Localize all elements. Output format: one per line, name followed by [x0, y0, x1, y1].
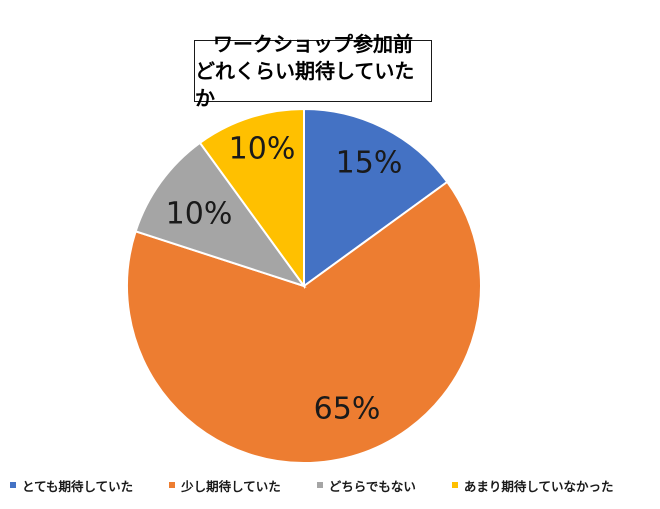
chart-title-line-1: ワークショップ参加前 — [213, 31, 413, 56]
slice-label: 10% — [229, 132, 296, 167]
legend-swatch — [451, 482, 458, 488]
legend-swatch — [316, 482, 323, 488]
slice-label: 15% — [336, 146, 403, 181]
chart-title: ワークショップ参加前 どれくらい期待していたか — [194, 32, 432, 110]
legend-swatch — [10, 482, 16, 488]
legend: とても期待していた 少し期待していた どちらでもない あまり期待していなかった — [10, 470, 655, 500]
legend-label: とても期待していた — [22, 478, 134, 494]
legend-item: どちらでもない — [316, 476, 416, 495]
pie-slice — [198, 107, 305, 290]
legend-item: 少し期待していた — [169, 476, 281, 495]
legend-item: あまり期待していなかった — [451, 476, 614, 495]
slice-label: 10% — [166, 197, 233, 232]
pie-slice — [134, 141, 307, 288]
legend-label: どちらでもない — [328, 478, 416, 494]
legend-swatch — [169, 482, 176, 488]
pie-slice — [126, 180, 482, 464]
legend-item: とても期待していた — [10, 476, 133, 495]
legend-label: 少し期待していた — [181, 478, 281, 494]
chart-title-line-2: どれくらい期待していたか — [195, 58, 415, 110]
legend-label: あまり期待していなかった — [463, 478, 614, 494]
pie-slice — [303, 107, 449, 288]
pie-slices — [126, 107, 482, 464]
pie-data-labels: 15% 65% 10% 10% — [166, 132, 403, 427]
slice-label: 65% — [314, 392, 381, 427]
pie-chart: 15% 65% 10% 10% — [126, 107, 482, 464]
